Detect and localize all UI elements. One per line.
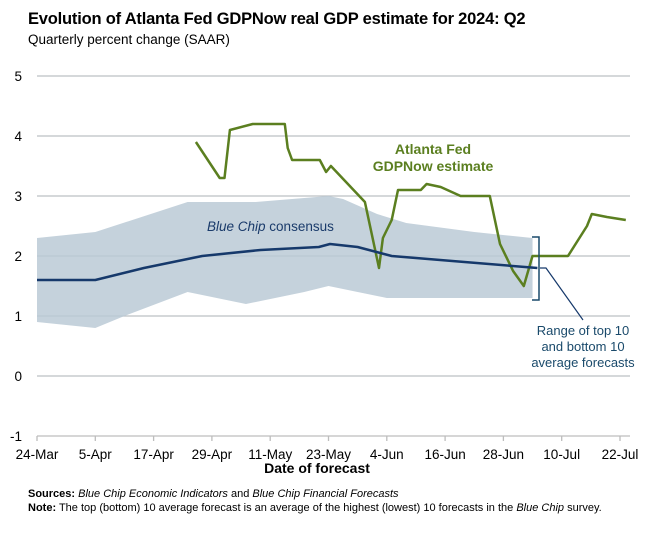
forecast-range-band <box>37 75 630 377</box>
bluechip-consensus-line <box>37 242 538 282</box>
note-line: Note: The top (bottom) 10 average foreca… <box>28 501 628 515</box>
x-tick-label: 28-Jun <box>483 447 524 462</box>
chart-title: Evolution of Atlanta Fed GDPNow real GDP… <box>28 10 526 28</box>
y-tick-label: 5 <box>14 69 22 84</box>
sources-and: and <box>227 488 253 500</box>
x-tick-label: 24-Mar <box>16 447 59 462</box>
note-end: survey. <box>564 502 602 514</box>
range-band-area <box>37 196 533 328</box>
y-tick-label: 0 <box>14 369 22 384</box>
bluechip-label-italic: Blue Chip <box>207 219 266 234</box>
sources-publication-1: Blue Chip Economic Indicators <box>78 488 228 500</box>
gdpnow-label-line2: GDPNow estimate <box>373 158 494 174</box>
note-italic: Blue Chip <box>516 502 565 514</box>
range-bracket <box>532 236 540 301</box>
x-tick-label: 29-Apr <box>192 447 233 462</box>
annotations: Atlanta Fed GDPNow estimate Blue Chip co… <box>207 141 635 370</box>
x-tick-label: 11-May <box>248 447 292 462</box>
x-tick-label: 22-Jul <box>602 447 639 462</box>
note-label: Note: <box>28 502 57 514</box>
x-tick-label: 5-Apr <box>79 447 113 462</box>
y-tick-label: 2 <box>14 249 22 264</box>
range-label-line3: average forecasts <box>531 355 635 370</box>
y-tick-label: 3 <box>14 189 22 204</box>
x-tick-label: 4-Jun <box>370 447 404 462</box>
range-leader-line <box>540 267 584 321</box>
sources-publication-2: Blue Chip Financial Forecasts <box>252 488 399 500</box>
x-tick-label: 17-Apr <box>133 447 174 462</box>
chart-footer: Sources: Blue Chip Economic Indicators a… <box>28 487 628 515</box>
y-tick-label: 1 <box>14 309 22 324</box>
note-text: The top (bottom) 10 average forecast is … <box>56 502 517 514</box>
sources-label: Sources: <box>28 488 76 500</box>
x-axis: 24-Mar 5-Apr 17-Apr 29-Apr 11-May 23-May 4-Jun… <box>16 435 639 462</box>
gdpnow-label-line1: Atlanta Fed <box>395 141 471 157</box>
bluechip-label-rest: consensus <box>266 219 335 234</box>
y-tick-label: 4 <box>14 129 22 144</box>
range-label-line2: and bottom 10 <box>541 339 624 354</box>
x-tick-label: 10-Jul <box>543 447 580 462</box>
range-label-line1: Range of top 10 <box>537 323 630 338</box>
chart-subtitle: Quarterly percent change (SAAR) <box>28 32 230 47</box>
x-axis-label: Date of forecast <box>264 460 370 476</box>
bluechip-label: Blue Chip consensus <box>207 219 334 234</box>
y-tick-label: -1 <box>10 429 22 444</box>
x-tick-label: 16-Jun <box>424 447 465 462</box>
sources-line: Sources: Blue Chip Economic Indicators a… <box>28 487 628 501</box>
x-tick-label: 23-May <box>306 447 351 462</box>
